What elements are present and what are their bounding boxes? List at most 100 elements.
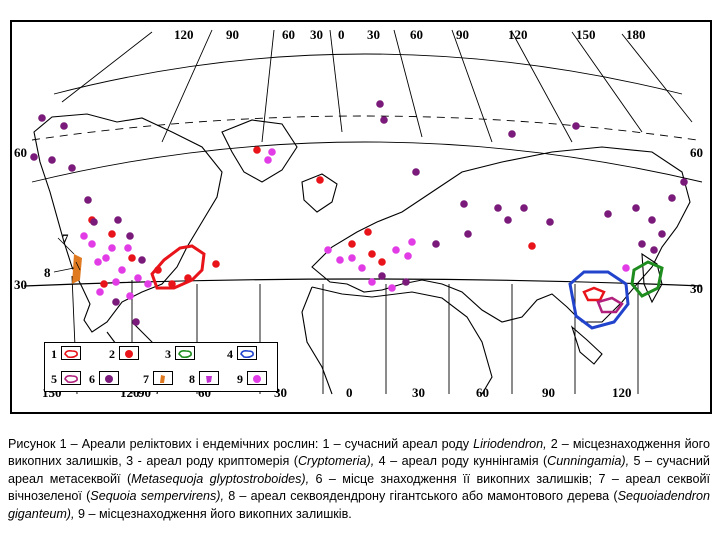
relict-fossil-marker-3 [348,240,356,248]
metasequoia-fossil-marker-38 [638,240,646,248]
metasequoia-fossil-marker-18 [48,156,56,164]
metasequoia-fossil-marker-29 [412,168,420,176]
caption-taxon: Cunningamia), [547,454,630,469]
caption-text: 5 – сучасний ареал метасеквойї ( [8,454,710,486]
top-lon-label: 0 [338,27,345,42]
metasequoia-fossil-marker-48 [402,278,410,286]
sequoiadendron-fossil-marker-64 [358,264,366,272]
sequoiadendron-fossil-marker-66 [404,252,412,260]
metasequoia-fossil-marker-20 [84,196,92,204]
relict-fossil-marker-13 [212,260,220,268]
legend-orange-hatch-icon [153,371,173,385]
right-lat-label: 60 [690,145,703,160]
sequoiadendron-fossil-marker-52 [102,254,110,262]
sequoiadendron-fossil-marker-69 [264,156,272,164]
sequoia-range-hatch [72,254,82,284]
relict-fossil-marker-10 [168,280,176,288]
sequoiadendron-fossil-marker-57 [144,280,152,288]
sequoiadendron-fossil-marker-68 [388,284,396,292]
metasequoia-fossil-marker-44 [132,318,140,326]
metasequoia-fossil-marker-46 [464,230,472,238]
legend-num: 9 [237,372,243,386]
legend-num: 2 [109,347,115,361]
caption-taxon: Sequoiadendron giganteum), [8,489,710,521]
top-lon-label: 120 [174,27,194,42]
metasequoia-fossil-marker-27 [508,130,516,138]
bottom-lon-label: 90 [542,385,555,400]
top-lon-label: 120 [508,27,528,42]
legend-num: 7 [143,372,149,386]
metasequoia-fossil-marker-39 [650,246,658,254]
sequoiadendron-fossil-marker-55 [124,244,132,252]
metasequoia-fossil-marker-30 [460,200,468,208]
caption-text: 9 – місцезнаходження його викопних залиш… [74,506,352,521]
metasequoia-fossil-marker-32 [504,216,512,224]
metasequoia-range [596,296,624,314]
caption-text: 8 – ареал секвоядендрону гігантського аб… [224,489,618,504]
bottom-lon-label: 120 [612,385,632,400]
caption-taxon: Sequoia sempervirens), [90,489,224,504]
legend-num: 5 [51,372,57,386]
fossil-markers [30,100,688,326]
metasequoia-fossil-marker-21 [90,218,98,226]
metasequoia-fossil-marker-47 [378,272,386,280]
metasequoia-fossil-marker-15 [38,114,46,122]
relict-fossil-marker-11 [184,274,192,282]
legend-magenta-dot-icon [247,371,267,385]
cryptomeria-range [630,260,664,298]
bottom-lon-label: 30 [412,385,425,400]
metasequoia-fossil-marker-16 [60,122,68,130]
metasequoia-fossil-marker-26 [380,116,388,124]
sequoiadendron-fossil-marker-67 [368,278,376,286]
metasequoia-fossil-marker-36 [632,204,640,212]
metasequoia-fossil-marker-43 [112,298,120,306]
callout-lines [53,237,75,273]
bottom-lon-label: 60 [476,385,489,400]
metasequoia-fossil-marker-40 [658,230,666,238]
relict-fossil-marker-8 [128,254,136,262]
caption-taxon: Liriodendron, [473,437,547,451]
legend-num: 3 [165,347,171,361]
top-lon-label: 180 [626,27,646,42]
callout-7: 7 [62,231,69,246]
figure-caption: Рисунок 1 – Ареали реліктових і ендемічн… [8,436,710,523]
legend-purple-dot-icon [99,371,119,385]
top-lon-label: 60 [410,27,423,42]
sequoiadendron-fossil-marker-65 [392,246,400,254]
sequoiadendron-fossil-marker-50 [88,240,96,248]
world-map [23,29,703,395]
caption-text: 4 – ареал роду куннінгамія ( [374,454,548,469]
legend-num: 6 [89,372,95,386]
sequoiadendron-fossil-marker-61 [324,246,332,254]
top-lon-label: 90 [226,27,239,42]
top-lon-label: 30 [310,27,323,42]
sequoiadendron-fossil-marker-63 [348,254,356,262]
sequoiadendron-fossil-marker-56 [134,274,142,282]
relict-fossil-marker-7 [108,230,116,238]
sequoia-range-marker [72,254,82,284]
relict-fossil-marker-12 [100,280,108,288]
liriodendron-asia-range [582,286,606,302]
metasequoia-fossil-marker-17 [30,153,38,161]
metasequoia-fossil-marker-42 [680,178,688,186]
metasequoia-fossil-marker-19 [68,164,76,172]
metasequoia-fossil-marker-34 [546,218,554,226]
left-lat-label: 60 [14,145,27,160]
metasequoia-fossil-marker-23 [126,232,134,240]
legend: 1 2 3 4 5 6 7 8 9 [44,342,278,392]
relict-fossil-marker-5 [378,258,386,266]
legend-num: 1 [51,347,57,361]
metasequoia-fossil-marker-28 [572,122,580,130]
metasequoia-fossil-marker-35 [604,210,612,218]
top-lon-label: 150 [576,27,596,42]
legend-num: 4 [227,347,233,361]
sequoiadendron-fossil-marker-70 [408,238,416,246]
metasequoia-fossil-marker-37 [648,216,656,224]
legend-blue-outline-icon [237,346,257,360]
sequoiadendron-fossil-marker-54 [118,266,126,274]
legend-red-dot-icon [119,346,139,360]
sequoiadendron-fossil-marker-49 [80,232,88,240]
graticule [23,29,703,395]
sequoiadendron-fossil-marker-51 [94,258,102,266]
metasequoia-fossil-marker-25 [376,100,384,108]
